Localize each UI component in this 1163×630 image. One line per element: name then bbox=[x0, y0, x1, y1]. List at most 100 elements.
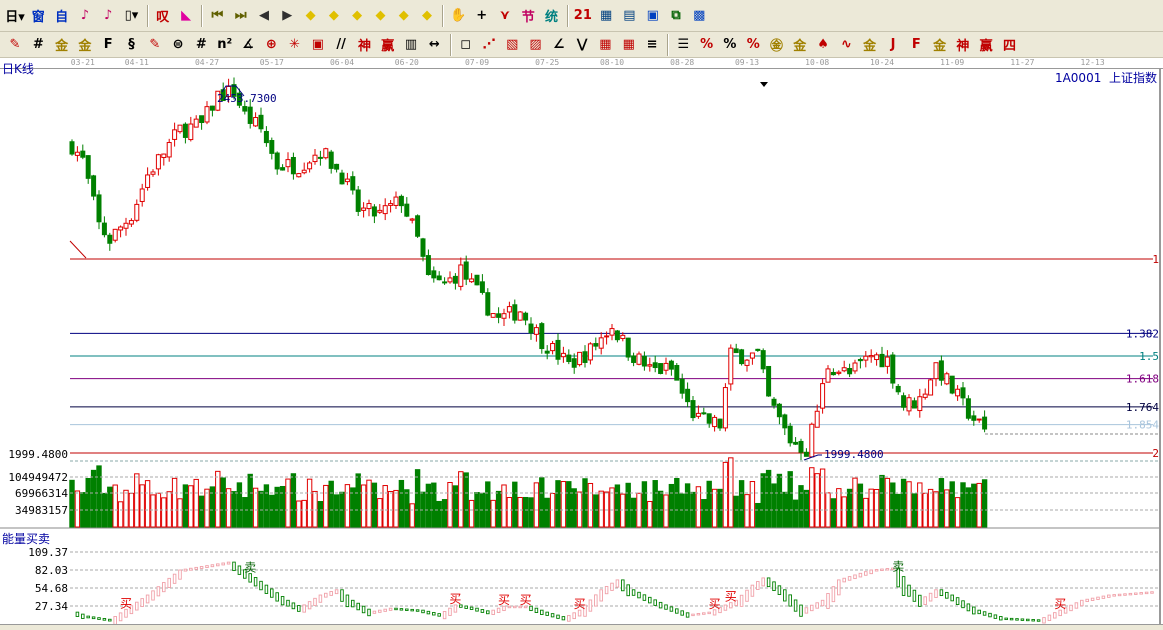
first-icon[interactable]: ⏮ bbox=[211, 8, 224, 23]
chart-3-icon[interactable]: ♪ bbox=[80, 8, 90, 23]
tech-analysis-icon[interactable]: 窗 bbox=[31, 10, 45, 25]
f-angle-icon[interactable]: F bbox=[911, 37, 921, 52]
indicator-bar-up bbox=[178, 569, 182, 580]
gold-lines-icon[interactable]: 金 bbox=[793, 39, 807, 54]
candle-down bbox=[879, 353, 885, 368]
period-day-dropdown[interactable]: 日▾ bbox=[5, 10, 25, 25]
calculator-icon[interactable]: ▦ bbox=[599, 8, 613, 23]
hand-icon[interactable]: ✋ bbox=[450, 8, 467, 23]
notes-icon[interactable]: ▤ bbox=[623, 8, 636, 23]
gold-circle-icon[interactable]: ㊎ bbox=[769, 39, 783, 54]
zigzag-icon[interactable]: ⋁ bbox=[576, 37, 588, 52]
pen-icon[interactable]: ✎ bbox=[9, 37, 21, 52]
computer-icon[interactable]: ▩ bbox=[693, 8, 706, 23]
percent-line-icon[interactable]: % bbox=[700, 37, 714, 52]
candle-down bbox=[766, 365, 772, 397]
volume-bar bbox=[657, 490, 664, 528]
gold-bar-icon[interactable]: 金 bbox=[863, 39, 877, 54]
gann-box-icon[interactable]: ▧ bbox=[506, 37, 519, 52]
stats-icon[interactable]: 统 bbox=[545, 10, 559, 25]
n2-icon[interactable]: n² bbox=[217, 37, 233, 52]
spiral-icon[interactable]: § bbox=[128, 37, 135, 52]
zoom-out-h-icon[interactable]: ◆ bbox=[375, 8, 386, 23]
indicator-bar-up bbox=[745, 589, 749, 602]
move-right-icon[interactable]: ◆ bbox=[328, 8, 339, 23]
candle-type-dropdown[interactable]: ▯▾ bbox=[124, 8, 139, 23]
candle-down bbox=[830, 371, 836, 376]
volume-bar bbox=[765, 469, 772, 528]
parallel-line-icon[interactable]: # bbox=[32, 37, 44, 52]
grid-icon[interactable]: ▦ bbox=[599, 37, 612, 52]
gold-angle-icon[interactable]: 金 bbox=[933, 39, 947, 54]
percent-lines-icon[interactable]: % bbox=[746, 37, 760, 52]
indicator-bar-up bbox=[583, 604, 587, 617]
move-left-icon[interactable]: ◆ bbox=[305, 8, 316, 23]
crosshair-icon[interactable]: + bbox=[476, 8, 488, 23]
table-icon[interactable]: ☰ bbox=[677, 37, 690, 52]
chart-9-icon[interactable]: ♪ bbox=[104, 8, 113, 23]
indicator-bar-down bbox=[437, 613, 441, 617]
gann-fan-icon[interactable]: ▨ bbox=[529, 37, 542, 52]
save-icon[interactable]: ▣ bbox=[646, 8, 659, 23]
grid-2-icon[interactable]: ▦ bbox=[622, 37, 635, 52]
percent-icon[interactable]: % bbox=[723, 37, 737, 52]
next-icon[interactable]: ▶ bbox=[282, 8, 293, 23]
bell-icon[interactable]: ♠ bbox=[817, 37, 829, 52]
box-icon[interactable]: ◻ bbox=[460, 37, 472, 52]
indicator-bar-down bbox=[340, 589, 344, 602]
indicator-bar-down bbox=[961, 600, 965, 609]
shen-angle-icon[interactable]: 神 bbox=[956, 39, 970, 54]
width-icon[interactable]: ↔ bbox=[428, 37, 440, 52]
zoom-in-h-icon[interactable]: ◆ bbox=[352, 8, 363, 23]
volume-bar bbox=[630, 497, 637, 528]
candle-down bbox=[96, 194, 102, 223]
volume-bar bbox=[74, 490, 81, 528]
line-tool-icon[interactable]: ⋎ bbox=[499, 8, 511, 23]
indicator-tick: 82.03 bbox=[35, 564, 68, 577]
indicator-bar-up bbox=[739, 594, 744, 607]
zoom-in-icon[interactable]: ◆ bbox=[398, 8, 409, 23]
network-icon[interactable]: ⧉ bbox=[671, 8, 681, 23]
wave-icon[interactable]: ∿ bbox=[840, 37, 852, 52]
volume-bar bbox=[917, 482, 923, 528]
slash-icon[interactable]: ≡ bbox=[646, 37, 658, 52]
self-select-icon[interactable]: 自 bbox=[55, 10, 69, 25]
angle-lines-icon[interactable]: ∠ bbox=[553, 37, 565, 52]
tick-lines-icon[interactable]: // bbox=[336, 37, 346, 52]
ruler-icon[interactable]: ▥ bbox=[404, 37, 418, 52]
indicator-bar-up bbox=[183, 568, 188, 572]
toolbar-separator bbox=[667, 33, 670, 56]
volume-bar bbox=[971, 483, 977, 528]
flag-icon[interactable]: ◣ bbox=[181, 8, 192, 23]
target-icon[interactable]: ⊕ bbox=[265, 37, 277, 52]
calendar-icon[interactable]: 21 bbox=[573, 8, 592, 23]
indicator-bar-up bbox=[334, 589, 339, 595]
indicator-bar-up bbox=[1144, 591, 1149, 595]
angle-icon[interactable]: ∡ bbox=[242, 37, 254, 52]
indicator-icon[interactable]: 叹 bbox=[156, 10, 170, 25]
candle-up bbox=[161, 153, 167, 159]
star-icon[interactable]: ✳ bbox=[289, 37, 301, 52]
fan-icon[interactable]: ⋰ bbox=[482, 37, 496, 52]
pen-2-icon[interactable]: ✎ bbox=[149, 37, 161, 52]
four-angle-icon[interactable]: 四 bbox=[1002, 39, 1016, 54]
j-angle-icon[interactable]: J bbox=[890, 37, 896, 52]
prev-icon[interactable]: ◀ bbox=[258, 8, 269, 23]
date-tick: 12-13 bbox=[1080, 58, 1105, 67]
fib-line-icon[interactable]: F bbox=[103, 37, 113, 52]
circle-icon[interactable]: ⊜ bbox=[172, 37, 184, 52]
date-tick: 03-21 bbox=[70, 58, 95, 67]
square-spiral-icon[interactable]: ▣ bbox=[311, 37, 324, 52]
zoom-out-icon[interactable]: ◆ bbox=[422, 8, 433, 23]
indicator-bar-up bbox=[761, 577, 765, 587]
indicator-bar-down bbox=[108, 618, 112, 622]
shen-icon[interactable]: 神 bbox=[357, 39, 371, 54]
last-icon[interactable]: ⏭ bbox=[234, 8, 247, 23]
ying-icon[interactable]: 赢 bbox=[381, 39, 395, 54]
ying-angle-icon[interactable]: 赢 bbox=[979, 39, 993, 54]
gold-line-2-icon[interactable]: 金 bbox=[78, 39, 92, 54]
section-icon[interactable]: 节 bbox=[521, 10, 535, 25]
gold-line-icon[interactable]: 金 bbox=[55, 39, 69, 54]
grid-lines-icon[interactable]: # bbox=[195, 37, 207, 52]
